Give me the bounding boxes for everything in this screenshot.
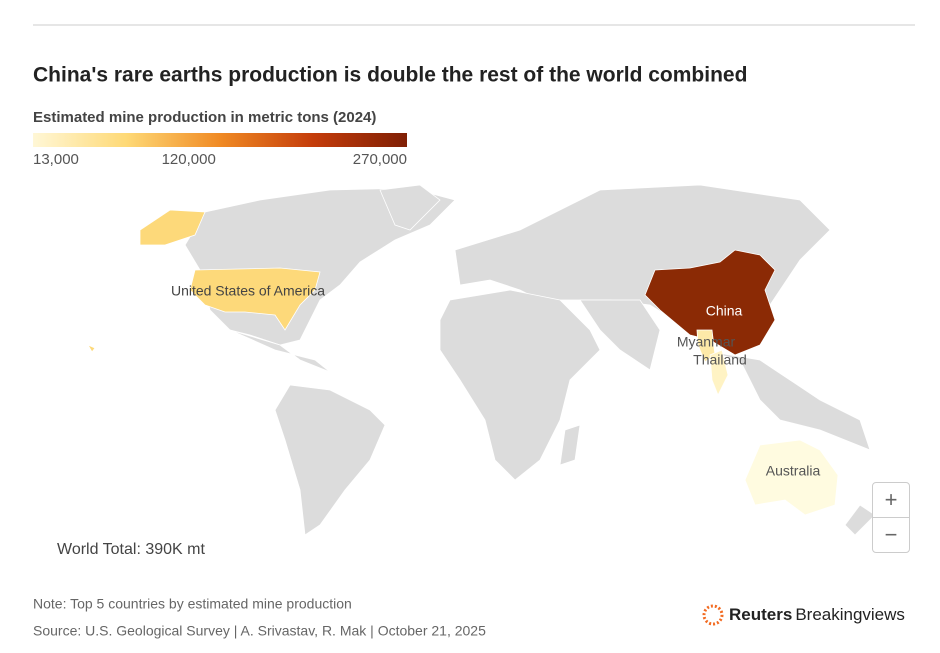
country-label: Thailand: [693, 352, 747, 368]
legend-tick-label: 13,000: [33, 151, 79, 168]
country-shape: [87, 209, 321, 353]
country-label: China: [706, 303, 743, 319]
zoom-out[interactable]: −: [872, 517, 910, 553]
source: Source: U.S. Geological Survey | A. Sriv…: [33, 623, 486, 639]
country-label: Myanmar: [677, 334, 736, 350]
country-label: United States of America: [171, 283, 325, 299]
country-shape: [744, 439, 839, 516]
note: Note: Top 5 countries by estimated mine …: [33, 596, 352, 612]
country-shape: [644, 249, 776, 356]
title: China's rare earths production is double…: [33, 64, 747, 87]
legend-title: Estimated mine production in metric tons…: [33, 109, 376, 126]
countries: [87, 209, 839, 516]
logo-brand: Reuters: [729, 605, 792, 624]
country-label: Australia: [766, 463, 821, 479]
legend-tick-label: 270,000: [353, 151, 407, 168]
world-total: World Total: 390K mt: [57, 541, 205, 558]
logo-text: Reuters Breakingviews: [729, 605, 905, 624]
zoom-in[interactable]: +: [872, 482, 910, 518]
legend-tick-label: 120,000: [162, 151, 216, 168]
logo-icon: [702, 604, 724, 626]
country-shape: [709, 349, 729, 396]
legend-bar: [33, 133, 407, 147]
logo-product: Breakingviews: [795, 605, 905, 624]
